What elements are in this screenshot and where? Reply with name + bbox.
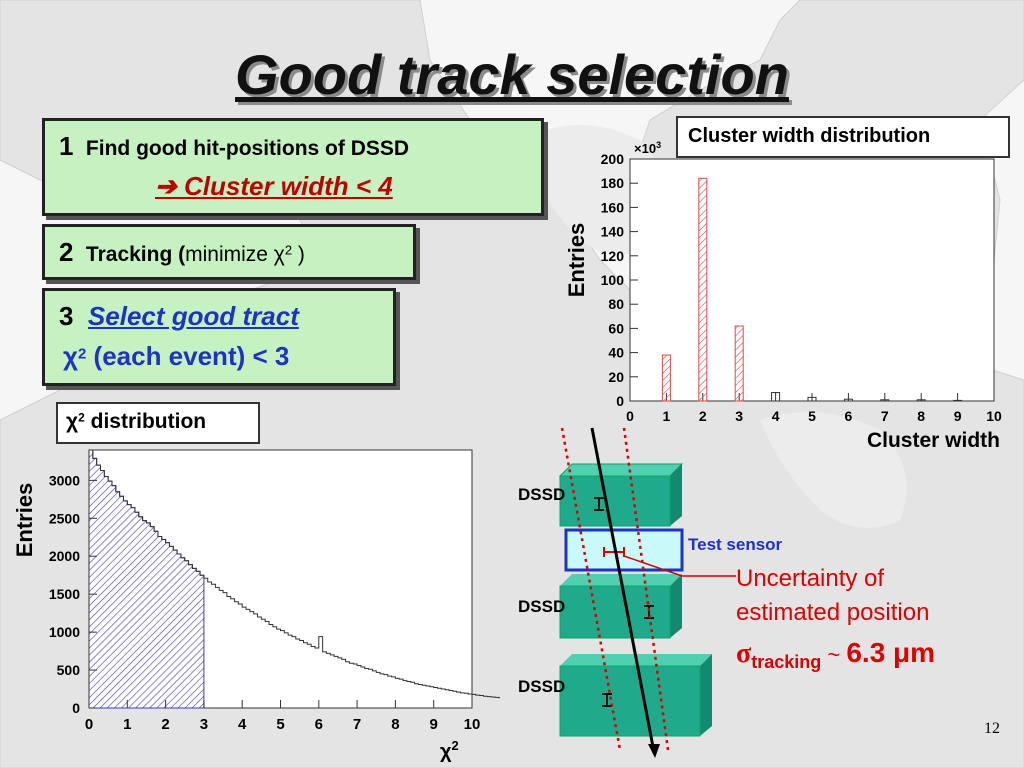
step-2-end: ) — [292, 243, 305, 266]
cluster-multiplier: ×103 — [634, 140, 661, 156]
uncertainty-line-1: Uncertainty of — [736, 565, 884, 592]
chi2-y-tick-label: 2000 — [49, 548, 80, 564]
chi2-x-tick-label: 9 — [430, 716, 438, 733]
chi2-y-tick-label: 2500 — [49, 510, 80, 526]
cluster-x-tick-label: 8 — [917, 408, 925, 424]
chi2-x-tick-label: 5 — [276, 716, 284, 733]
cluster-bar — [880, 399, 890, 402]
cluster-y-tick-label: 20 — [608, 369, 624, 385]
cluster-y-tick-label: 100 — [601, 272, 625, 288]
cluster-y-tick-label: 180 — [601, 175, 625, 191]
step-2-box: 2 Tracking (minimize χ2 ) — [42, 224, 416, 280]
chi2-y-tick-label: 1500 — [49, 586, 80, 602]
chi2-x-tick-label: 2 — [161, 716, 169, 733]
cluster-y-label: Entries — [564, 223, 589, 298]
cluster-x-tick-label: 0 — [626, 408, 634, 424]
cluster-y-tick-label: 160 — [601, 199, 625, 215]
dssd-1 — [558, 463, 684, 527]
sensor-hit-marker — [603, 547, 625, 557]
step-1-subtext: ➔ Cluster width < 4 — [155, 171, 393, 201]
chi2-x-tick-label: 3 — [200, 716, 208, 733]
cluster-x-tick-label: 4 — [772, 408, 780, 424]
step-2-regular: minimize χ — [185, 243, 285, 266]
chi2-histogram: Entries χ2 0 1 2 3 4 5 6 7 8 9 10 0 500 1000 1500 2000 2… — [12, 449, 500, 763]
cluster-bar — [807, 396, 817, 402]
cluster-x-label: Cluster width — [867, 429, 1000, 452]
page-title: Good track selection — [235, 43, 789, 106]
sigma-tracking-value: σtracking ~ 6.3 μm — [736, 637, 935, 672]
cluster-bar — [843, 398, 853, 402]
chi2-x-tick-label: 4 — [238, 716, 247, 733]
cluster-bar — [698, 177, 708, 402]
cluster-width-chart: ×103 Entries Cluster width 0 1 2 3 4 5 6 7 8 9 100… — [564, 140, 1002, 452]
test-sensor-label: Test sensor — [688, 535, 783, 554]
step-1-number: 1 — [59, 131, 74, 161]
cluster-bar — [734, 325, 744, 402]
uncertainty-callout-line — [623, 555, 736, 577]
cluster-x-tick-label: 6 — [845, 408, 853, 424]
step-3-number: 3 — [59, 301, 74, 331]
fitted-track — [590, 427, 656, 753]
chi2-x-label: χ2 — [440, 738, 459, 763]
step-3-subtext: (each event) < 3 — [86, 341, 290, 371]
cluster-bar — [771, 392, 781, 402]
dssd-label-2: DSSD — [518, 597, 565, 616]
chi2-symbol: χ — [66, 410, 79, 433]
step-3-sup: 2 — [77, 345, 87, 363]
chi2-y-tick-label: 500 — [57, 662, 81, 678]
cluster-y-tick-label: 0 — [616, 393, 624, 409]
cluster-y-tick-label: 40 — [608, 345, 624, 361]
cluster-x-tick-label: 9 — [954, 408, 962, 424]
chi2-distribution-label-box: χ2 distribution — [56, 402, 260, 444]
step-3-text: Select good tract — [87, 301, 299, 331]
cluster-x-tick-label: 2 — [699, 408, 707, 424]
page-number: 12 — [984, 720, 1000, 737]
cluster-bar — [661, 354, 671, 402]
chi2-x-tick-label: 6 — [315, 716, 323, 733]
dssd-label-3: DSSD — [518, 677, 565, 696]
chi2-y-tick-label: 3000 — [49, 472, 80, 488]
chi2-x-tick-label: 10 — [464, 716, 481, 733]
cluster-x-tick-label: 3 — [735, 408, 743, 424]
detector-diagram: DSSD Test sensor DSSD DSSD Uncertainty o… — [518, 427, 935, 758]
cluster-y-tick-label: 200 — [601, 151, 625, 167]
step-1-box: 1 Find good hit-positions of DSSD ➔ Clus… — [42, 118, 544, 216]
chi2-x-tick-label: 1 — [123, 716, 131, 733]
cluster-width-label: Cluster width distribution — [688, 125, 931, 147]
step-2-number: 2 — [59, 237, 74, 267]
step-2-sup: 2 — [284, 242, 293, 258]
cluster-y-tick-label: 140 — [601, 224, 625, 240]
cluster-x-tick-label: 1 — [663, 408, 671, 424]
track-arrow-head — [648, 744, 660, 758]
track-bound-left — [560, 427, 622, 751]
step-3-chi: χ — [63, 341, 78, 371]
step-2-text: Tracking ( — [85, 243, 186, 266]
uncertainty-line-2: estimated position — [736, 599, 929, 626]
dssd-3 — [559, 654, 712, 737]
cluster-x-tick-label: 10 — [986, 408, 1002, 424]
cluster-y-tick-label: 80 — [608, 296, 624, 312]
cluster-y-tick-label: 120 — [601, 248, 625, 264]
chi2-histogram-line — [88, 449, 500, 708]
cluster-y-tick-label: 60 — [608, 320, 624, 336]
chi2-x-tick-label: 7 — [353, 716, 361, 733]
cluster-bar — [953, 399, 963, 402]
track-bound-right — [622, 427, 670, 751]
cluster-bar — [916, 399, 926, 402]
chi2-x-tick-label: 0 — [85, 716, 93, 733]
cluster-x-tick-label: 7 — [881, 408, 889, 424]
chi2-x-tick-label: 8 — [391, 716, 399, 733]
step-3-box: 3 Select good tract χ2 (each event) < 3 — [42, 288, 396, 386]
dssd-label-1: DSSD — [518, 485, 565, 504]
step-1-text: Find good hit-positions of DSSD — [85, 137, 410, 160]
chi2-y-tick-label: 0 — [72, 700, 80, 716]
chi2-y-tick-label: 1000 — [49, 624, 80, 640]
chi2-sup: 2 — [78, 410, 85, 425]
chi2-y-label: Entries — [12, 483, 37, 558]
chi2-label-text: distribution — [84, 410, 207, 433]
cluster-x-tick-label: 5 — [808, 408, 816, 424]
cluster-plot-frame — [629, 158, 995, 402]
cluster-width-label-box: Cluster width distribution — [676, 116, 1010, 158]
